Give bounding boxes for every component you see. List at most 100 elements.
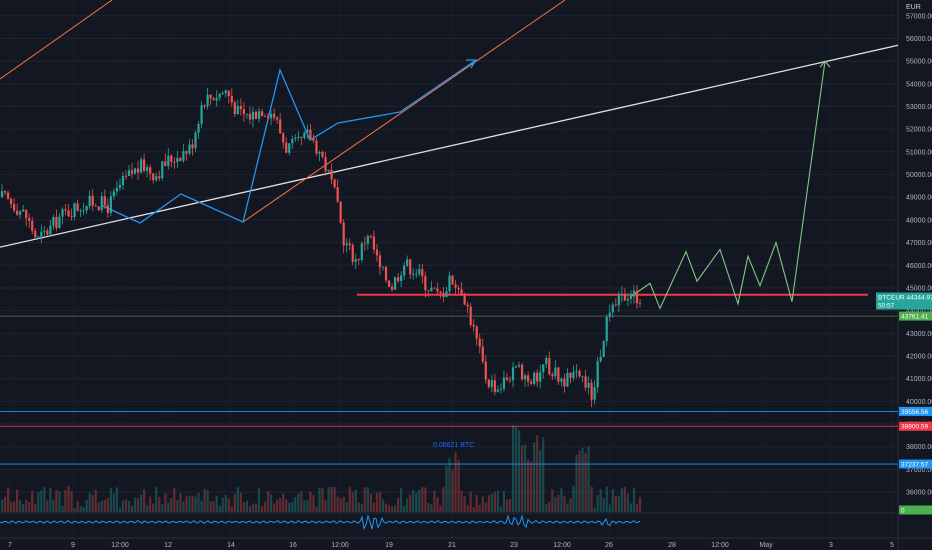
candle-body: [439, 291, 442, 294]
candle-body: [614, 304, 617, 306]
chart-drawings[interactable]: [0, 0, 899, 310]
x-tick-label: 19: [385, 542, 393, 549]
price-tag-label: BTCEUR 44344.97: [878, 294, 932, 301]
volume-bar: [312, 495, 315, 512]
volume-bar: [330, 486, 333, 512]
volume-bar: [294, 497, 297, 512]
candle-body: [584, 376, 587, 388]
x-tick-label: 12: [164, 542, 172, 549]
candle-body: [412, 274, 415, 275]
volume-bar: [109, 487, 112, 512]
volume-bar: [115, 487, 119, 512]
price-tag-label: 50:57: [878, 302, 895, 309]
time-axis[interactable]: 7 9 12:00 12 14 16 12:00 19 21 23 12:00 26 28 12:00 Ma…: [8, 542, 894, 549]
candle-body: [448, 275, 451, 292]
volume-bar: [551, 489, 554, 512]
volume-bar: [572, 485, 575, 512]
volume-bar: [52, 499, 55, 512]
x-tick-label: 28: [668, 542, 676, 549]
candle-body: [593, 387, 596, 400]
volume-bar: [511, 425, 515, 512]
candle-body: [273, 113, 276, 118]
volume-bar: [194, 496, 197, 512]
candle-body: [46, 230, 49, 235]
x-tick-label: 14: [227, 542, 235, 549]
volume-bar: [263, 501, 267, 512]
candle-body: [424, 276, 427, 291]
candle-body: [635, 290, 639, 304]
volume-bar: [590, 486, 593, 512]
volume-bar: [445, 465, 448, 512]
candle-body: [221, 93, 224, 94]
volume-bar: [303, 500, 306, 512]
candle-body: [49, 225, 52, 235]
volume-bar: [309, 491, 312, 512]
candle-body: [566, 372, 569, 387]
candle-body: [6, 192, 10, 199]
candle-body: [37, 236, 40, 238]
volume-bar: [182, 501, 185, 512]
candle-body: [309, 129, 312, 139]
volume-bar: [351, 492, 354, 512]
candle-body: [248, 113, 252, 120]
candle-body: [106, 205, 109, 213]
candle-body: [288, 143, 291, 153]
candle-body: [387, 280, 391, 287]
volume-bar: [164, 493, 167, 512]
volume-bar: [212, 501, 215, 512]
volume-bar: [460, 490, 463, 512]
volume-bar: [260, 505, 264, 512]
price-tag-bg: [899, 421, 932, 431]
volume-bar: [43, 486, 46, 512]
candle-body: [345, 243, 348, 246]
candle-body: [263, 116, 267, 117]
volume-bar: [348, 486, 351, 512]
volume-bar: [19, 500, 22, 512]
candle-body: [415, 273, 418, 275]
volume-bar: [514, 427, 518, 512]
candle-body: [127, 170, 131, 177]
candle-body: [530, 381, 533, 384]
volume-bar: [430, 504, 433, 512]
volume-bar: [155, 486, 158, 512]
volume-bar: [133, 497, 137, 512]
candle-body: [496, 389, 499, 392]
candle-body: [632, 290, 636, 297]
candle-body: [342, 222, 345, 246]
volume-bar: [536, 435, 539, 512]
volume-bar: [418, 489, 421, 512]
candle-body: [139, 159, 143, 173]
volume-bar: [209, 501, 212, 512]
candle-body: [152, 173, 155, 181]
volume-bar: [25, 500, 28, 512]
candle-body: [303, 132, 306, 138]
blue-pattern: [102, 59, 477, 224]
volume-bar: [424, 487, 427, 512]
volume-bar: [475, 495, 478, 512]
volume-bar: [451, 469, 454, 512]
price-tag-label: 38900.59: [901, 424, 928, 431]
candle-body: [294, 137, 297, 139]
volume-bar: [88, 492, 91, 512]
volume-bar: [542, 437, 545, 512]
candle-body: [188, 144, 191, 154]
candle-body: [578, 370, 581, 377]
candle-body: [176, 157, 179, 163]
volume-bar: [566, 503, 569, 512]
volume-bar: [139, 494, 143, 512]
candle-body: [366, 235, 369, 244]
volume-bar: [158, 496, 161, 512]
price-tag-bg: [876, 292, 932, 302]
candle-body: [351, 245, 354, 262]
y-tick-label: 56000.00: [906, 36, 932, 43]
volume-bar: [67, 486, 70, 512]
y-tick-label: 57000.00: [906, 13, 932, 20]
candlestick-series[interactable]: [0, 87, 642, 408]
candle-body: [212, 98, 215, 101]
volume-bar: [221, 497, 224, 512]
price-axis-unit: EUR: [906, 4, 921, 11]
volume-bar: [124, 499, 128, 512]
volume-bar: [37, 492, 40, 512]
volume-bar: [406, 498, 409, 512]
